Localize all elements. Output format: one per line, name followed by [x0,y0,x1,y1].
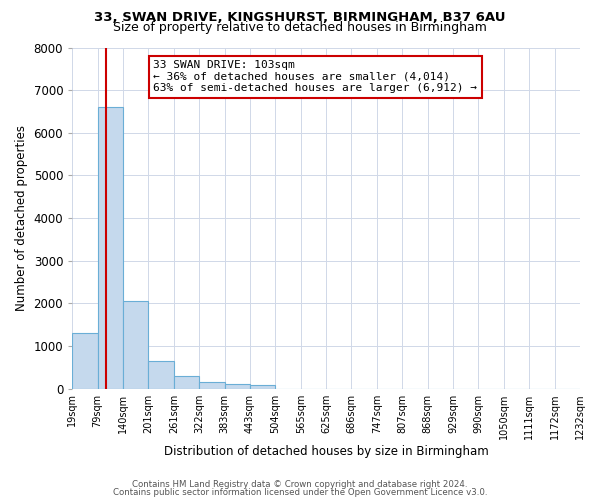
Bar [123,301,148,388]
Bar [224,384,250,388]
Bar [250,385,275,388]
Bar [148,362,174,388]
Text: 33 SWAN DRIVE: 103sqm
← 36% of detached houses are smaller (4,014)
63% of semi-d: 33 SWAN DRIVE: 103sqm ← 36% of detached … [154,60,478,94]
Text: Contains public sector information licensed under the Open Government Licence v3: Contains public sector information licen… [113,488,487,497]
Text: Size of property relative to detached houses in Birmingham: Size of property relative to detached ho… [113,22,487,35]
Bar [199,382,224,388]
Y-axis label: Number of detached properties: Number of detached properties [15,125,28,311]
Bar [98,107,123,388]
X-axis label: Distribution of detached houses by size in Birmingham: Distribution of detached houses by size … [164,444,488,458]
Text: 33, SWAN DRIVE, KINGSHURST, BIRMINGHAM, B37 6AU: 33, SWAN DRIVE, KINGSHURST, BIRMINGHAM, … [94,11,506,24]
Text: Contains HM Land Registry data © Crown copyright and database right 2024.: Contains HM Land Registry data © Crown c… [132,480,468,489]
Bar [72,333,98,388]
Bar [174,376,199,388]
